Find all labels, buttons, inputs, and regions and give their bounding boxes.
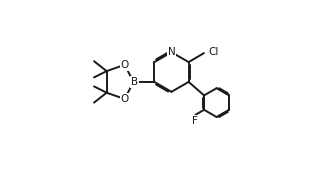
Text: N: N [167,47,175,57]
Text: O: O [120,60,129,70]
Text: B: B [131,77,138,87]
Text: F: F [192,116,198,126]
Text: Cl: Cl [209,47,219,57]
Text: O: O [120,94,129,104]
